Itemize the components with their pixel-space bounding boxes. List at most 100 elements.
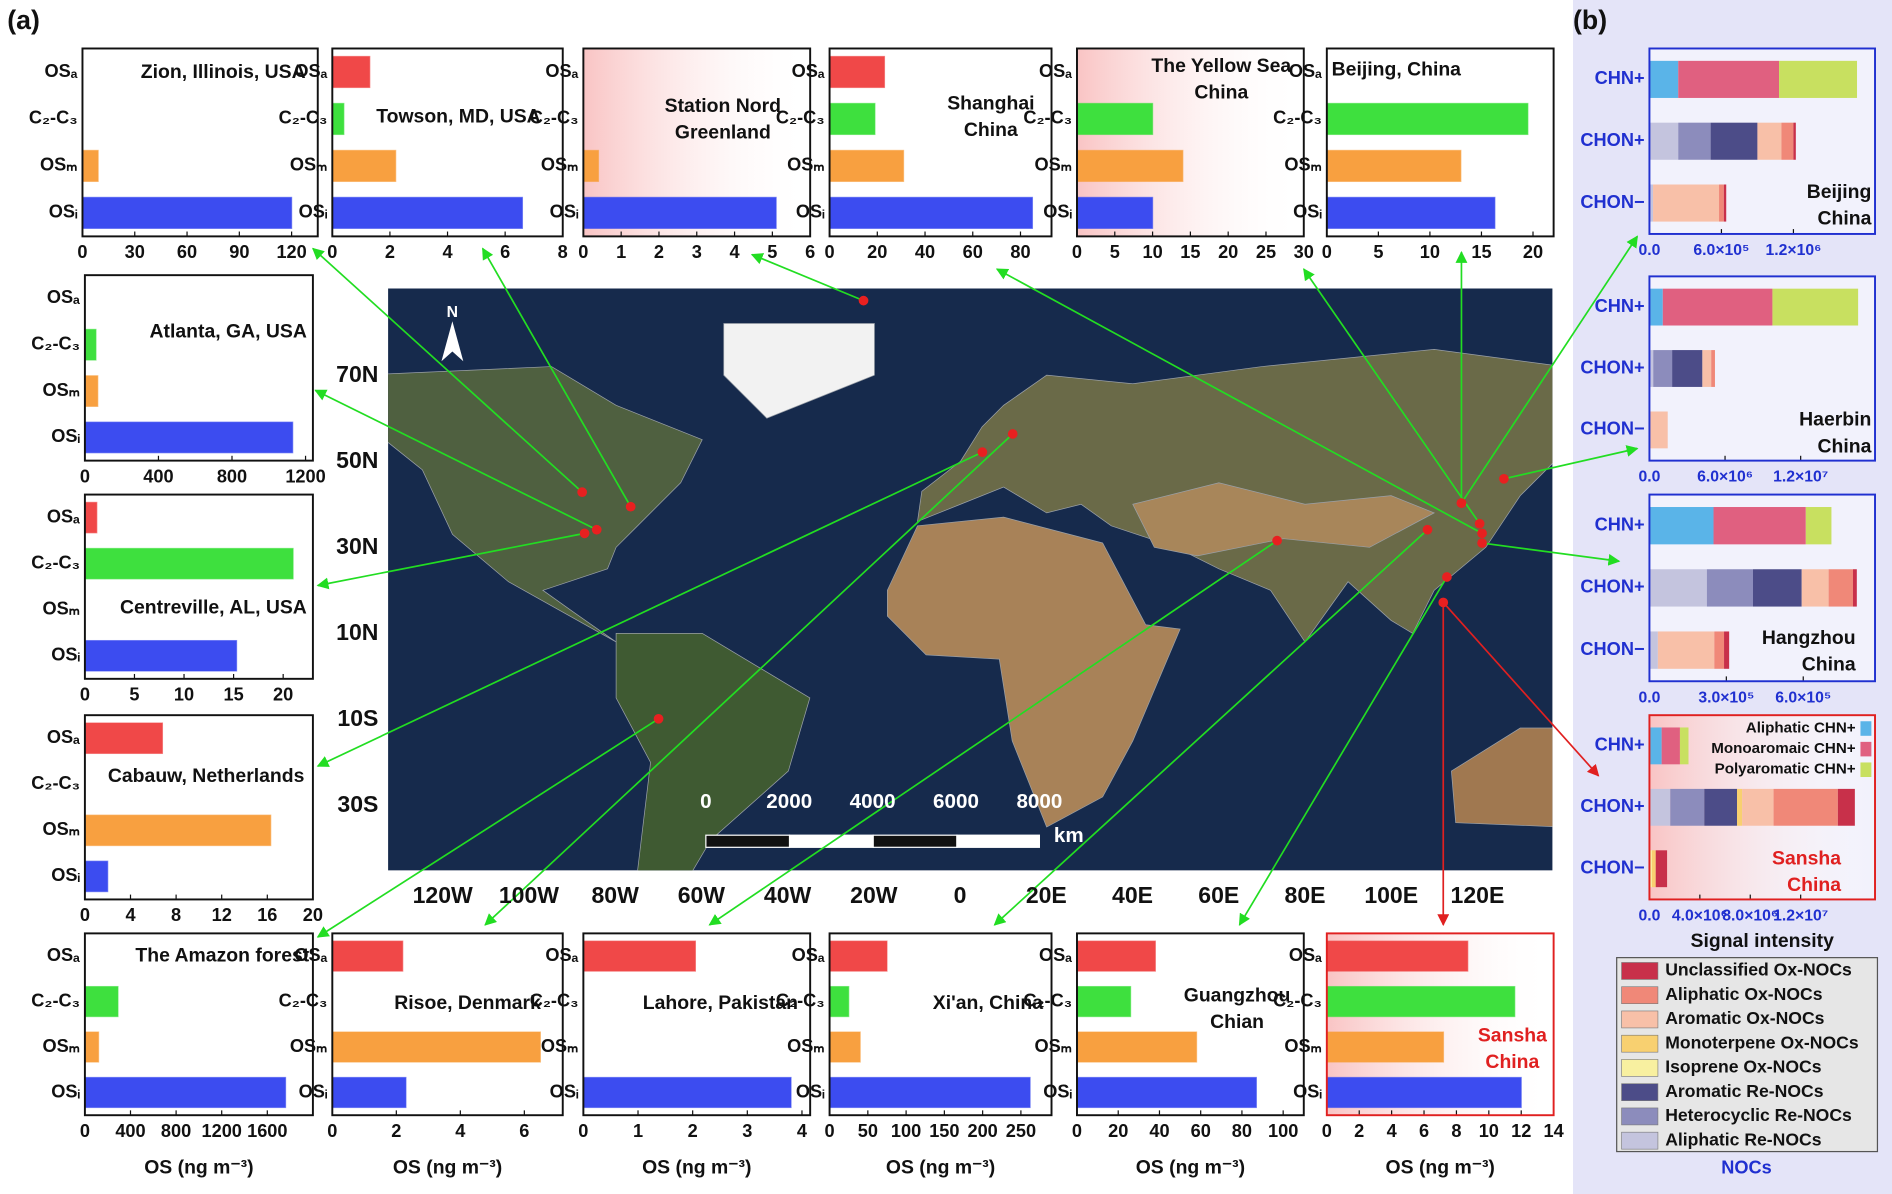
category-label: C₂-C₃ [31, 990, 80, 1010]
x-tick-label: 15 [223, 685, 243, 705]
panel-title: Guangzhou [1184, 985, 1291, 1007]
x-tick-label: 120 [276, 242, 306, 262]
chart: 0 50 100 150 200 250 OSₐ C₂-C₃ OSₘ OSᵢ Xi'an, Chin… [776, 932, 1053, 1179]
bar-segment [1649, 350, 1654, 387]
x-tick-label: 6.0×10⁵ [1775, 689, 1831, 706]
x-tick-label: 20 [1218, 242, 1238, 262]
panel-title: Sansha [1478, 1025, 1547, 1047]
x-tick-label: 15 [1180, 242, 1200, 262]
site-dot [591, 524, 602, 535]
bar-segment [1742, 788, 1774, 826]
scale-label: 6000 [933, 790, 979, 813]
x-tick-label: 3 [692, 242, 702, 262]
plot-frame [1325, 47, 1555, 238]
pointer-arrow [750, 253, 864, 302]
x-tick-label: 6 [1419, 1121, 1429, 1141]
panel-label: (a) [7, 5, 40, 35]
x-tick-label: 8 [171, 905, 181, 925]
panel-title: The Amazon forest [135, 945, 309, 967]
panel-title: China [1194, 81, 1248, 103]
category-label: C₂-C₃ [279, 108, 328, 128]
category-label: CHN+ [1595, 68, 1645, 88]
category-label: OSₘ [42, 1036, 80, 1056]
pointer-arrow [993, 529, 1429, 926]
x-tick-label: 8.0×10⁶ [1722, 908, 1778, 925]
landmass [615, 633, 811, 871]
x-axis-label: OS (ng m⁻³) [1136, 1157, 1245, 1179]
lat-label: 30N [336, 533, 378, 559]
category-label: OSₐ [47, 727, 80, 747]
arrows [312, 235, 1639, 938]
lat-label: 30S [337, 791, 378, 817]
x-tick-label: 20 [1108, 1121, 1128, 1141]
site-dot [977, 447, 988, 457]
category-label: OSₐ [1289, 945, 1322, 965]
category-label: OSₐ [545, 61, 578, 81]
x-tick-label: 0 [327, 1121, 337, 1141]
bar-segment [1649, 411, 1668, 449]
legend-swatch [1860, 741, 1872, 757]
lon-label: 20W [850, 882, 898, 908]
legend-swatch [1860, 762, 1872, 778]
category-label: OSₘ [1284, 1036, 1322, 1056]
bar-segment [1837, 788, 1855, 826]
category-label: OSₐ [1039, 61, 1072, 81]
x-tick-label: 800 [217, 466, 247, 486]
pointer-arrow [1303, 268, 1481, 525]
panel-title: Hangzhou [1762, 627, 1856, 649]
bar-segment [1649, 184, 1654, 222]
bar-segment [1773, 788, 1838, 826]
site-dot [625, 501, 636, 512]
bar [828, 1031, 861, 1063]
panel-label: (b) [1573, 5, 1607, 35]
x-tick-label: 4 [1387, 1121, 1398, 1141]
panel-title: China [964, 119, 1018, 141]
x-tick-label: 20 [273, 685, 293, 705]
legend-label: Unclassified Ox-NOCs [1665, 960, 1852, 980]
bar-segment [1801, 569, 1829, 607]
bar-segment [1737, 788, 1743, 826]
panel-title: Beijing, China [1332, 58, 1462, 80]
plot-frame [828, 932, 1053, 1117]
x-tick-label: 10 [1420, 242, 1440, 262]
bar [1076, 196, 1154, 229]
x-tick-label: 0 [77, 242, 87, 262]
x-tick-label: 8 [1451, 1121, 1461, 1141]
x-tick-label: 4 [125, 905, 136, 925]
bar [84, 639, 238, 672]
bar [84, 860, 109, 893]
pointer-arrow [995, 268, 1483, 535]
bar-segment [1649, 507, 1714, 545]
landmass [1132, 482, 1436, 557]
pointer-arrow [1481, 542, 1621, 566]
bar [582, 149, 600, 183]
legend-label: Heterocyclic Re-NOCs [1665, 1105, 1852, 1125]
category-label: OSᵢ [49, 202, 78, 222]
panel-title: China [1787, 874, 1841, 896]
lon-label: 20E [1026, 882, 1067, 908]
category-label: OSₘ [1035, 155, 1073, 175]
bar [1326, 196, 1496, 229]
bar [1076, 940, 1156, 972]
x-axis-label: Signal intensity [1691, 930, 1835, 952]
plot-frame [582, 47, 812, 238]
bar-segment [1714, 631, 1725, 669]
bar-segment [1672, 350, 1703, 387]
bar-segment [1662, 288, 1773, 326]
category-label: OSᵢ [51, 426, 80, 446]
plot-frame [1648, 47, 1876, 235]
category-label: OSᵢ [1043, 1081, 1072, 1101]
category-label: OSₐ [1289, 61, 1322, 81]
x-tick-label: 90 [229, 242, 249, 262]
category-label: C₂-C₃ [29, 108, 78, 128]
bar [1326, 1076, 1522, 1109]
lon-label: 120W [413, 882, 473, 908]
bar [331, 1076, 407, 1109]
category-label: OSᵢ [299, 202, 328, 222]
category-label: CHON− [1580, 419, 1644, 439]
category-label: OSₘ [1035, 1036, 1073, 1056]
x-tick-label: 15 [1471, 242, 1491, 262]
pointer-arrow [1503, 445, 1639, 480]
bar-segment [1653, 350, 1673, 387]
x-tick-label: 0 [825, 242, 835, 262]
